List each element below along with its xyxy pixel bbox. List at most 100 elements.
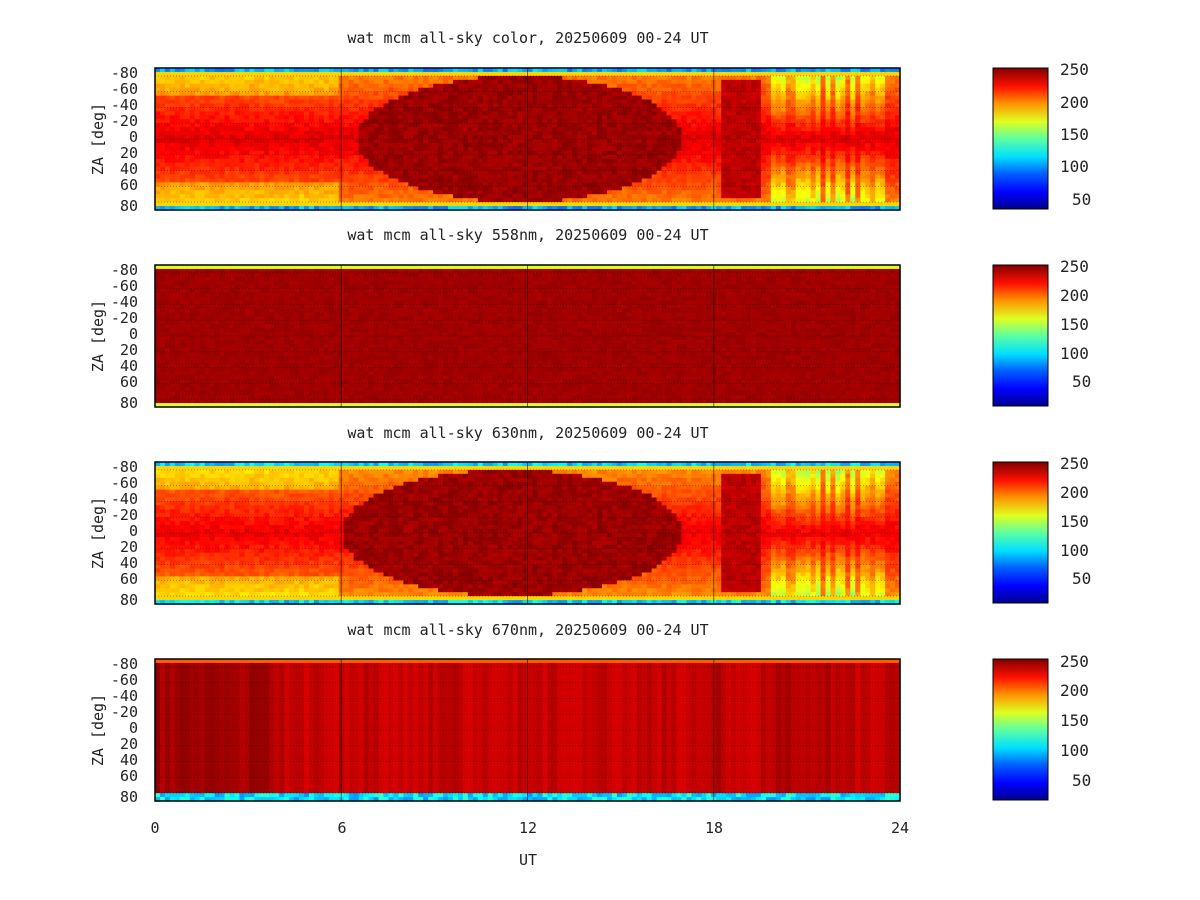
- heatmap-cell: [254, 178, 260, 183]
- heatmap-cell: [254, 119, 260, 124]
- heatmap-cell: [274, 170, 280, 176]
- heatmap-cell: [467, 150, 474, 156]
- heatmap-cell: [606, 123, 613, 128]
- heatmap-cell: [443, 166, 449, 172]
- heatmap-cell: [552, 68, 558, 73]
- heatmap-cell: [438, 95, 444, 101]
- heatmap-cell: [453, 150, 459, 156]
- heatmap-cell: [746, 142, 752, 148]
- heatmap-cell: [706, 206, 712, 211]
- heatmap-cell: [681, 87, 688, 93]
- heatmap-cell: [264, 154, 270, 160]
- heatmap-cell: [696, 154, 702, 160]
- heatmap-cell: [353, 115, 360, 120]
- heatmap-cell: [611, 198, 618, 203]
- heatmap-cell: [259, 115, 265, 120]
- heatmap-cell: [765, 71, 772, 77]
- heatmap-cell: [681, 146, 688, 152]
- heatmap-cell: [770, 91, 777, 97]
- heatmap-cell: [507, 166, 514, 172]
- heatmap-cell: [209, 182, 216, 187]
- heatmap-cell: [269, 206, 275, 211]
- heatmap-cell: [204, 71, 211, 77]
- heatmap-cell: [785, 71, 792, 77]
- heatmap-cell: [542, 107, 548, 112]
- heatmap-cell: [686, 170, 692, 176]
- heatmap-cell: [666, 194, 673, 199]
- heatmap-cell: [164, 198, 171, 203]
- heatmap-cell: [706, 150, 712, 156]
- heatmap-cell: [626, 87, 633, 93]
- heatmap-cell: [736, 154, 742, 160]
- heatmap-cell: [676, 174, 683, 180]
- heatmap-cell: [318, 123, 325, 128]
- heatmap-cell: [299, 91, 305, 97]
- heatmap-cell: [408, 79, 414, 85]
- heatmap-cell: [582, 202, 588, 207]
- heatmap-cell: [477, 95, 484, 101]
- heatmap-cell: [731, 198, 737, 203]
- heatmap-cell: [284, 107, 290, 112]
- heatmap-cell: [502, 131, 509, 136]
- heatmap-cell: [547, 107, 553, 112]
- heatmap-cell: [472, 198, 479, 203]
- heatmap-cell: [805, 146, 812, 152]
- heatmap-cell: [840, 139, 846, 144]
- heatmap-cell: [155, 158, 161, 164]
- heatmap-cell: [229, 194, 236, 199]
- heatmap-cell: [323, 68, 330, 73]
- heatmap-cell: [328, 170, 335, 176]
- heatmap-cell: [462, 135, 469, 140]
- heatmap-cell: [363, 166, 370, 172]
- heatmap-cell: [204, 186, 211, 191]
- heatmap-cell: [467, 127, 474, 132]
- heatmap-cell: [606, 150, 613, 156]
- heatmap-cell: [840, 95, 846, 101]
- heatmap-cell: [582, 87, 588, 93]
- heatmap-cell: [547, 115, 553, 120]
- heatmap-cell: [393, 123, 399, 128]
- heatmap-cell: [388, 79, 394, 85]
- heatmap-cell: [790, 111, 797, 116]
- heatmap-cell: [169, 123, 176, 128]
- heatmap-cell: [353, 79, 360, 85]
- heatmap-cell: [333, 162, 340, 168]
- heatmap-cell: [780, 202, 787, 207]
- heatmap-cell: [343, 91, 350, 97]
- heatmap-cell: [323, 91, 330, 97]
- heatmap-cell: [482, 111, 489, 116]
- heatmap-cell: [681, 139, 688, 144]
- heatmap-cell: [383, 186, 390, 191]
- heatmap-cell: [606, 142, 613, 148]
- heatmap-cell: [164, 166, 171, 172]
- heatmap-cell: [453, 91, 459, 97]
- heatmap-cell: [418, 139, 424, 144]
- heatmap-cell: [159, 190, 166, 195]
- heatmap-cell: [393, 150, 399, 156]
- heatmap-cell: [577, 154, 583, 160]
- heatmap-cell: [825, 79, 832, 85]
- heatmap-cell: [323, 135, 330, 140]
- heatmap-cell: [646, 174, 653, 180]
- heatmap-cell: [438, 111, 444, 116]
- heatmap-cell: [567, 99, 573, 105]
- heatmap-cell: [696, 71, 702, 77]
- heatmap-cell: [721, 174, 727, 180]
- heatmap-cell: [363, 99, 370, 105]
- heatmap-cell: [214, 135, 221, 140]
- heatmap-cell: [746, 158, 752, 164]
- heatmap-cell: [795, 91, 802, 97]
- heatmap-cell: [393, 174, 399, 180]
- heatmap-cell: [259, 198, 265, 203]
- heatmap-cell: [383, 103, 390, 109]
- heatmap-cell: [636, 146, 643, 152]
- heatmap-cell: [453, 174, 459, 180]
- heatmap-cell: [353, 75, 360, 81]
- heatmap-cell: [691, 158, 697, 164]
- heatmap-cell: [497, 182, 504, 187]
- heatmap-cell: [259, 142, 265, 148]
- heatmap-cell: [373, 142, 380, 148]
- heatmap-cell: [567, 154, 573, 160]
- heatmap-cell: [333, 206, 340, 211]
- heatmap-cell: [606, 170, 613, 176]
